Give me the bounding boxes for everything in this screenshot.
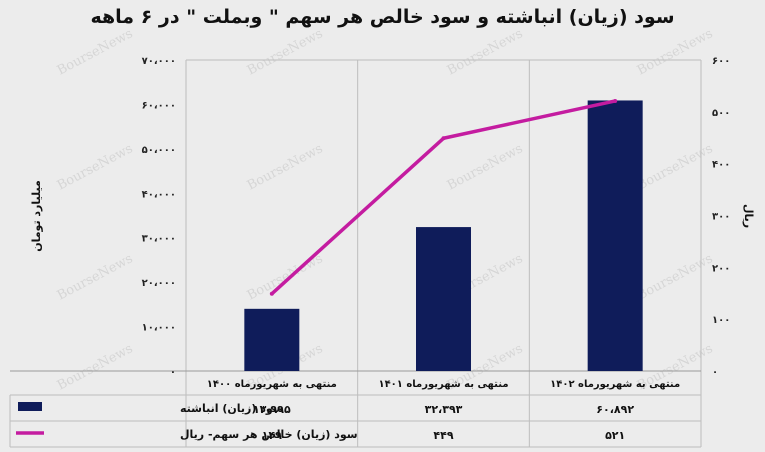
watermark-text: BourseNews	[445, 141, 526, 193]
right-tick-label: ۵۰۰	[712, 108, 730, 119]
watermark-text: BourseNews	[635, 141, 716, 193]
gridlines	[9, 59, 702, 448]
right-tick-label: ۲۰۰	[712, 263, 730, 274]
table-line-value: ۵۲۱	[605, 429, 625, 442]
watermark-text: BourseNews	[245, 251, 326, 303]
watermark-text: BourseNews	[635, 26, 716, 78]
watermark-text: BourseNews	[635, 251, 716, 303]
right-tick-label: ۴۰۰	[712, 160, 730, 171]
bar-accumulated-profit	[416, 227, 471, 371]
left-axis-title: میلیارد تومان	[30, 180, 43, 252]
left-tick-label: ۲۰،۰۰۰	[142, 278, 176, 289]
watermark-text: BourseNews	[245, 26, 326, 78]
right-axis-title: ریال	[742, 204, 755, 228]
watermark-text: BourseNews	[245, 141, 326, 193]
bar-series	[244, 100, 643, 371]
category-label: منتهی به شهریورماه ۱۴۰۰	[207, 379, 337, 390]
bar-accumulated-profit	[244, 308, 300, 371]
left-tick-label: ۰	[170, 367, 176, 378]
table-bar-value: ۶۰،۸۹۲	[596, 403, 634, 416]
watermark-text: BourseNews	[445, 26, 526, 78]
left-tick-label: ۶۰،۰۰۰	[142, 100, 176, 111]
category-label: منتهی به شهریورماه ۱۴۰۲	[550, 379, 680, 390]
watermark-text: BourseNews	[55, 341, 136, 393]
line-point	[269, 291, 274, 296]
left-tick-label: ۱۰،۰۰۰	[142, 323, 176, 334]
left-tick-label: ۷۰،۰۰۰	[142, 56, 176, 67]
left-tick-label: ۴۰،۰۰۰	[142, 189, 176, 200]
legend-bar-label: سود (زیان) انباشته	[180, 402, 284, 415]
right-tick-label: ۳۰۰	[712, 212, 730, 223]
bar-accumulated-profit	[587, 100, 643, 371]
right-tick-label: ۱۰۰	[712, 315, 730, 326]
right-axis-ticks: ۰ ۱۰۰ ۲۰۰ ۳۰۰ ۴۰۰ ۵۰۰ ۶۰۰	[712, 56, 730, 378]
legend-line-label: سود (زیان) خالص هر سهم- ریال	[180, 428, 358, 441]
table-line-value: ۴۴۹	[433, 429, 453, 442]
watermark-text: BourseNews	[55, 26, 136, 78]
table-bar-value: ۳۲،۳۹۳	[425, 403, 463, 416]
right-tick-label: ۰	[712, 367, 718, 378]
left-axis-ticks: ۰ ۱۰،۰۰۰ ۲۰،۰۰۰ ۳۰،۰۰۰ ۴۰،۰۰۰ ۵۰،۰۰۰ ۶۰،۰۰۰ ۷۰،…	[142, 56, 176, 378]
category-label: منتهی به شهریورماه ۱۴۰۱	[378, 379, 508, 390]
left-tick-label: ۵۰،۰۰۰	[142, 145, 176, 156]
line-point	[613, 98, 618, 103]
line-point	[441, 136, 446, 141]
table-bar-value: ۱۳،۹۹۵	[253, 403, 291, 416]
chart-title: سود (زیان) انباشته و سود خالص هر سهم " و…	[90, 6, 675, 28]
line-series	[269, 98, 618, 296]
watermark-text: BourseNews	[55, 251, 136, 303]
right-tick-label: ۶۰۰	[712, 56, 730, 67]
data-table: منتهی به شهریورماه ۱۴۰۰ ۱۳،۹۹۵ ۱۴۹ منتهی به…	[16, 379, 680, 442]
table-line-value: ۱۴۹	[262, 429, 282, 442]
watermark-text: BourseNews	[55, 141, 136, 193]
legend-bar-swatch	[18, 402, 42, 411]
left-tick-label: ۳۰،۰۰۰	[142, 234, 176, 245]
